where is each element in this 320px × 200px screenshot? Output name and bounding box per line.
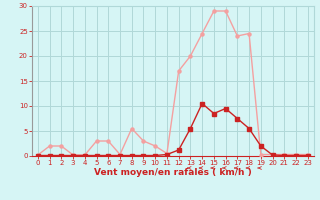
X-axis label: Vent moyen/en rafales ( km/h ): Vent moyen/en rafales ( km/h ): [94, 168, 252, 177]
